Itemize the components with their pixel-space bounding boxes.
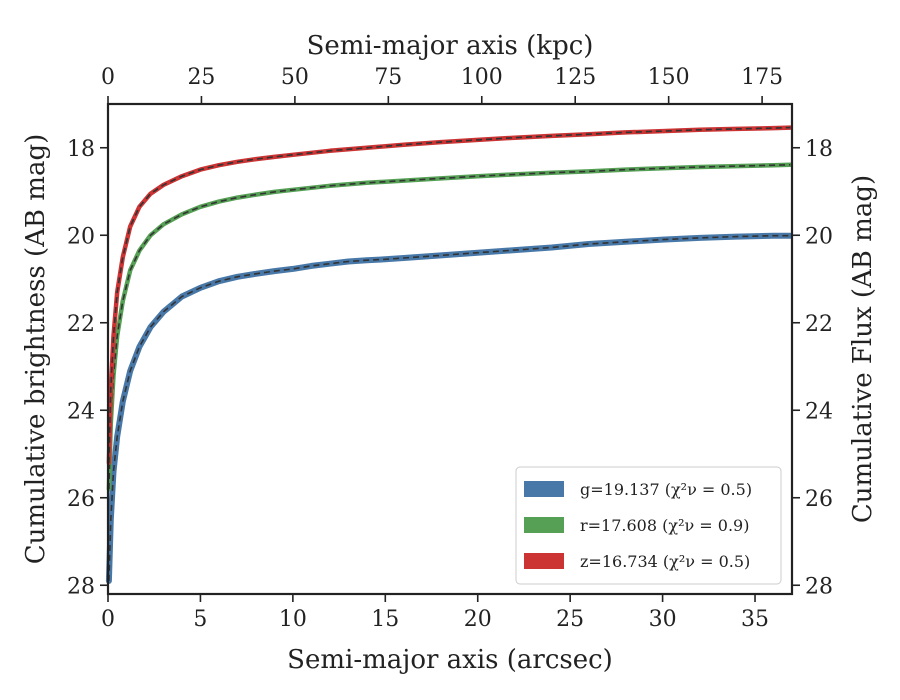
plot-frame: [106, 102, 794, 596]
legend-swatch-2: [524, 553, 564, 569]
x2-tick-label: 100: [461, 65, 503, 90]
y2-tick-label: 18: [805, 137, 833, 162]
y2-tick-label: 24: [805, 399, 833, 424]
x-tick-label: 15: [371, 607, 399, 632]
y-tick-label: 28: [67, 574, 95, 599]
x-axis-title: Semi-major axis (arcsec): [287, 645, 613, 675]
model-line-1: [108, 164, 791, 490]
series-layer: [105, 125, 794, 584]
y2-tick-label: 26: [805, 487, 833, 512]
x-tick-label: 10: [279, 607, 307, 632]
y2-tick-label: 22: [805, 312, 833, 337]
x2-tick-label: 25: [187, 65, 215, 90]
y-axis-title: Cumulative brightness (AB mag): [21, 134, 51, 565]
legend-swatch-1: [524, 517, 564, 533]
y-tick-label: 22: [67, 312, 95, 337]
x-tick-label: 20: [464, 607, 492, 632]
x2-tick-label: 175: [741, 65, 783, 90]
legend-entry-0: g=19.137 (χ²ν = 0.5): [580, 480, 752, 499]
y-tick-label: 20: [67, 224, 95, 249]
x-tick-label: 5: [193, 607, 207, 632]
x2-tick-label: 125: [554, 65, 596, 90]
x-tick-label: 0: [101, 607, 115, 632]
model-line-0: [108, 234, 791, 581]
y-tick-label: 18: [67, 137, 95, 162]
y-tick-label: 24: [67, 399, 95, 424]
legend-entry-1: r=17.608 (χ²ν = 0.9): [580, 516, 749, 535]
x2-tick-label: 0: [101, 65, 115, 90]
legend-box: [515, 466, 782, 585]
legend: g=19.137 (χ²ν = 0.5) r=17.608 (χ²ν = 0.9)…: [515, 466, 782, 585]
x-tick-label: 25: [556, 607, 584, 632]
x-tick-label: 35: [741, 607, 769, 632]
y2-tick-label: 20: [805, 224, 833, 249]
x2-tick-label: 50: [281, 65, 309, 90]
x2-tick-label: 75: [374, 65, 402, 90]
y2-tick-label: 28: [805, 574, 833, 599]
ticks-layer: 0 5 10 15 20 25 30 35 0 25 50 75 100 125 150 175 18 18 20 2…: [67, 65, 833, 632]
x2-tick-label: 150: [648, 65, 690, 90]
x-tick-label: 30: [649, 607, 677, 632]
legend-entry-2: z=16.734 (χ²ν = 0.5): [580, 552, 750, 571]
y-tick-label: 26: [67, 487, 95, 512]
model-line-2: [108, 126, 791, 463]
legend-swatch-0: [524, 481, 564, 497]
x2-axis-title: Semi-major axis (kpc): [307, 31, 594, 61]
series-line-1: [106, 162, 793, 492]
y2-axis-title: Cumulative Flux (AB mag): [848, 175, 878, 523]
